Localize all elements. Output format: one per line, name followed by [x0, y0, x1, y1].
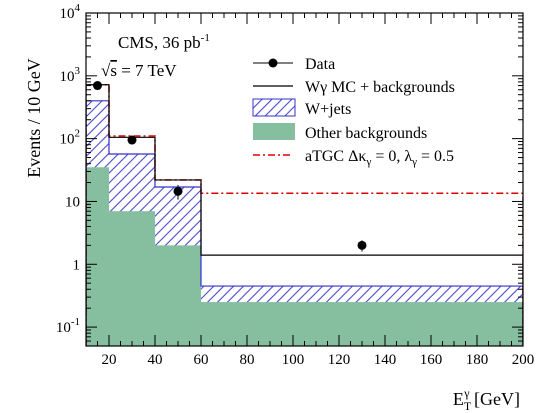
legend-label-data: Data — [305, 56, 335, 73]
y-tick-label: 102 — [60, 128, 81, 148]
other-bkg-bar — [109, 211, 155, 346]
x-axis-title: ETγ [GeV] — [453, 386, 520, 413]
legend-label-mc: Wγ MC + backgrounds — [305, 79, 455, 96]
legend-entry-mc: Wγ MC + backgrounds — [253, 79, 455, 96]
y-tick-label: 104 — [60, 2, 81, 22]
legend-other-swatch — [253, 123, 295, 140]
legend: Data Wγ MC + backgrounds W+jets Other ba… — [252, 56, 455, 168]
y-tick-label: 1 — [73, 257, 81, 273]
other-bkg-bar — [201, 302, 523, 346]
x-tick-label: 120 — [328, 352, 351, 368]
x-tick-label: 40 — [148, 352, 163, 368]
plot-area — [86, 84, 523, 346]
x-tick-label: 200 — [512, 352, 535, 368]
x-tick-label: 20 — [102, 352, 117, 368]
other-bkg-bar — [155, 245, 201, 346]
x-tick-label: 60 — [194, 352, 209, 368]
y-tick-label: 10-1 — [56, 316, 80, 336]
legend-entry-other: Other backgrounds — [253, 123, 427, 142]
axis-ticks: 20 40 60 80 100 120 140 160 180 200 10-1 1 10 102 103 1… — [56, 2, 534, 368]
x-tick-label: 80 — [240, 352, 255, 368]
cms-label-line1: CMS, 36 pb-1 — [118, 32, 210, 52]
data-point — [173, 186, 183, 196]
y-tick-label: 103 — [60, 65, 81, 85]
legend-wjets-swatch — [252, 98, 296, 117]
data-points — [93, 81, 367, 252]
data-point — [127, 135, 137, 145]
legend-entry-atgc: aTGC Δκγ = 0, λγ = 0.5 — [253, 148, 454, 168]
y-tick-label: 10 — [65, 194, 80, 210]
cms-label-line2: √s = 7 TeV — [101, 61, 177, 80]
data-point — [357, 240, 367, 250]
x-tick-label: 100 — [282, 352, 305, 368]
legend-label-wjets: W+jets — [305, 101, 351, 118]
legend-label-other: Other backgrounds — [305, 125, 427, 142]
data-point — [93, 81, 102, 91]
other-bkg-bar — [86, 167, 109, 346]
legend-data-marker — [268, 58, 278, 68]
legend-entry-wjets: W+jets — [252, 98, 351, 118]
legend-label-atgc: aTGC Δκγ = 0, λγ = 0.5 — [305, 148, 454, 168]
x-tick-label: 180 — [466, 352, 489, 368]
legend-entry-data: Data — [253, 56, 335, 73]
x-tick-label: 160 — [420, 352, 443, 368]
y-axis-title: Events / 10 GeV — [24, 58, 44, 177]
x-tick-label: 140 — [374, 352, 397, 368]
